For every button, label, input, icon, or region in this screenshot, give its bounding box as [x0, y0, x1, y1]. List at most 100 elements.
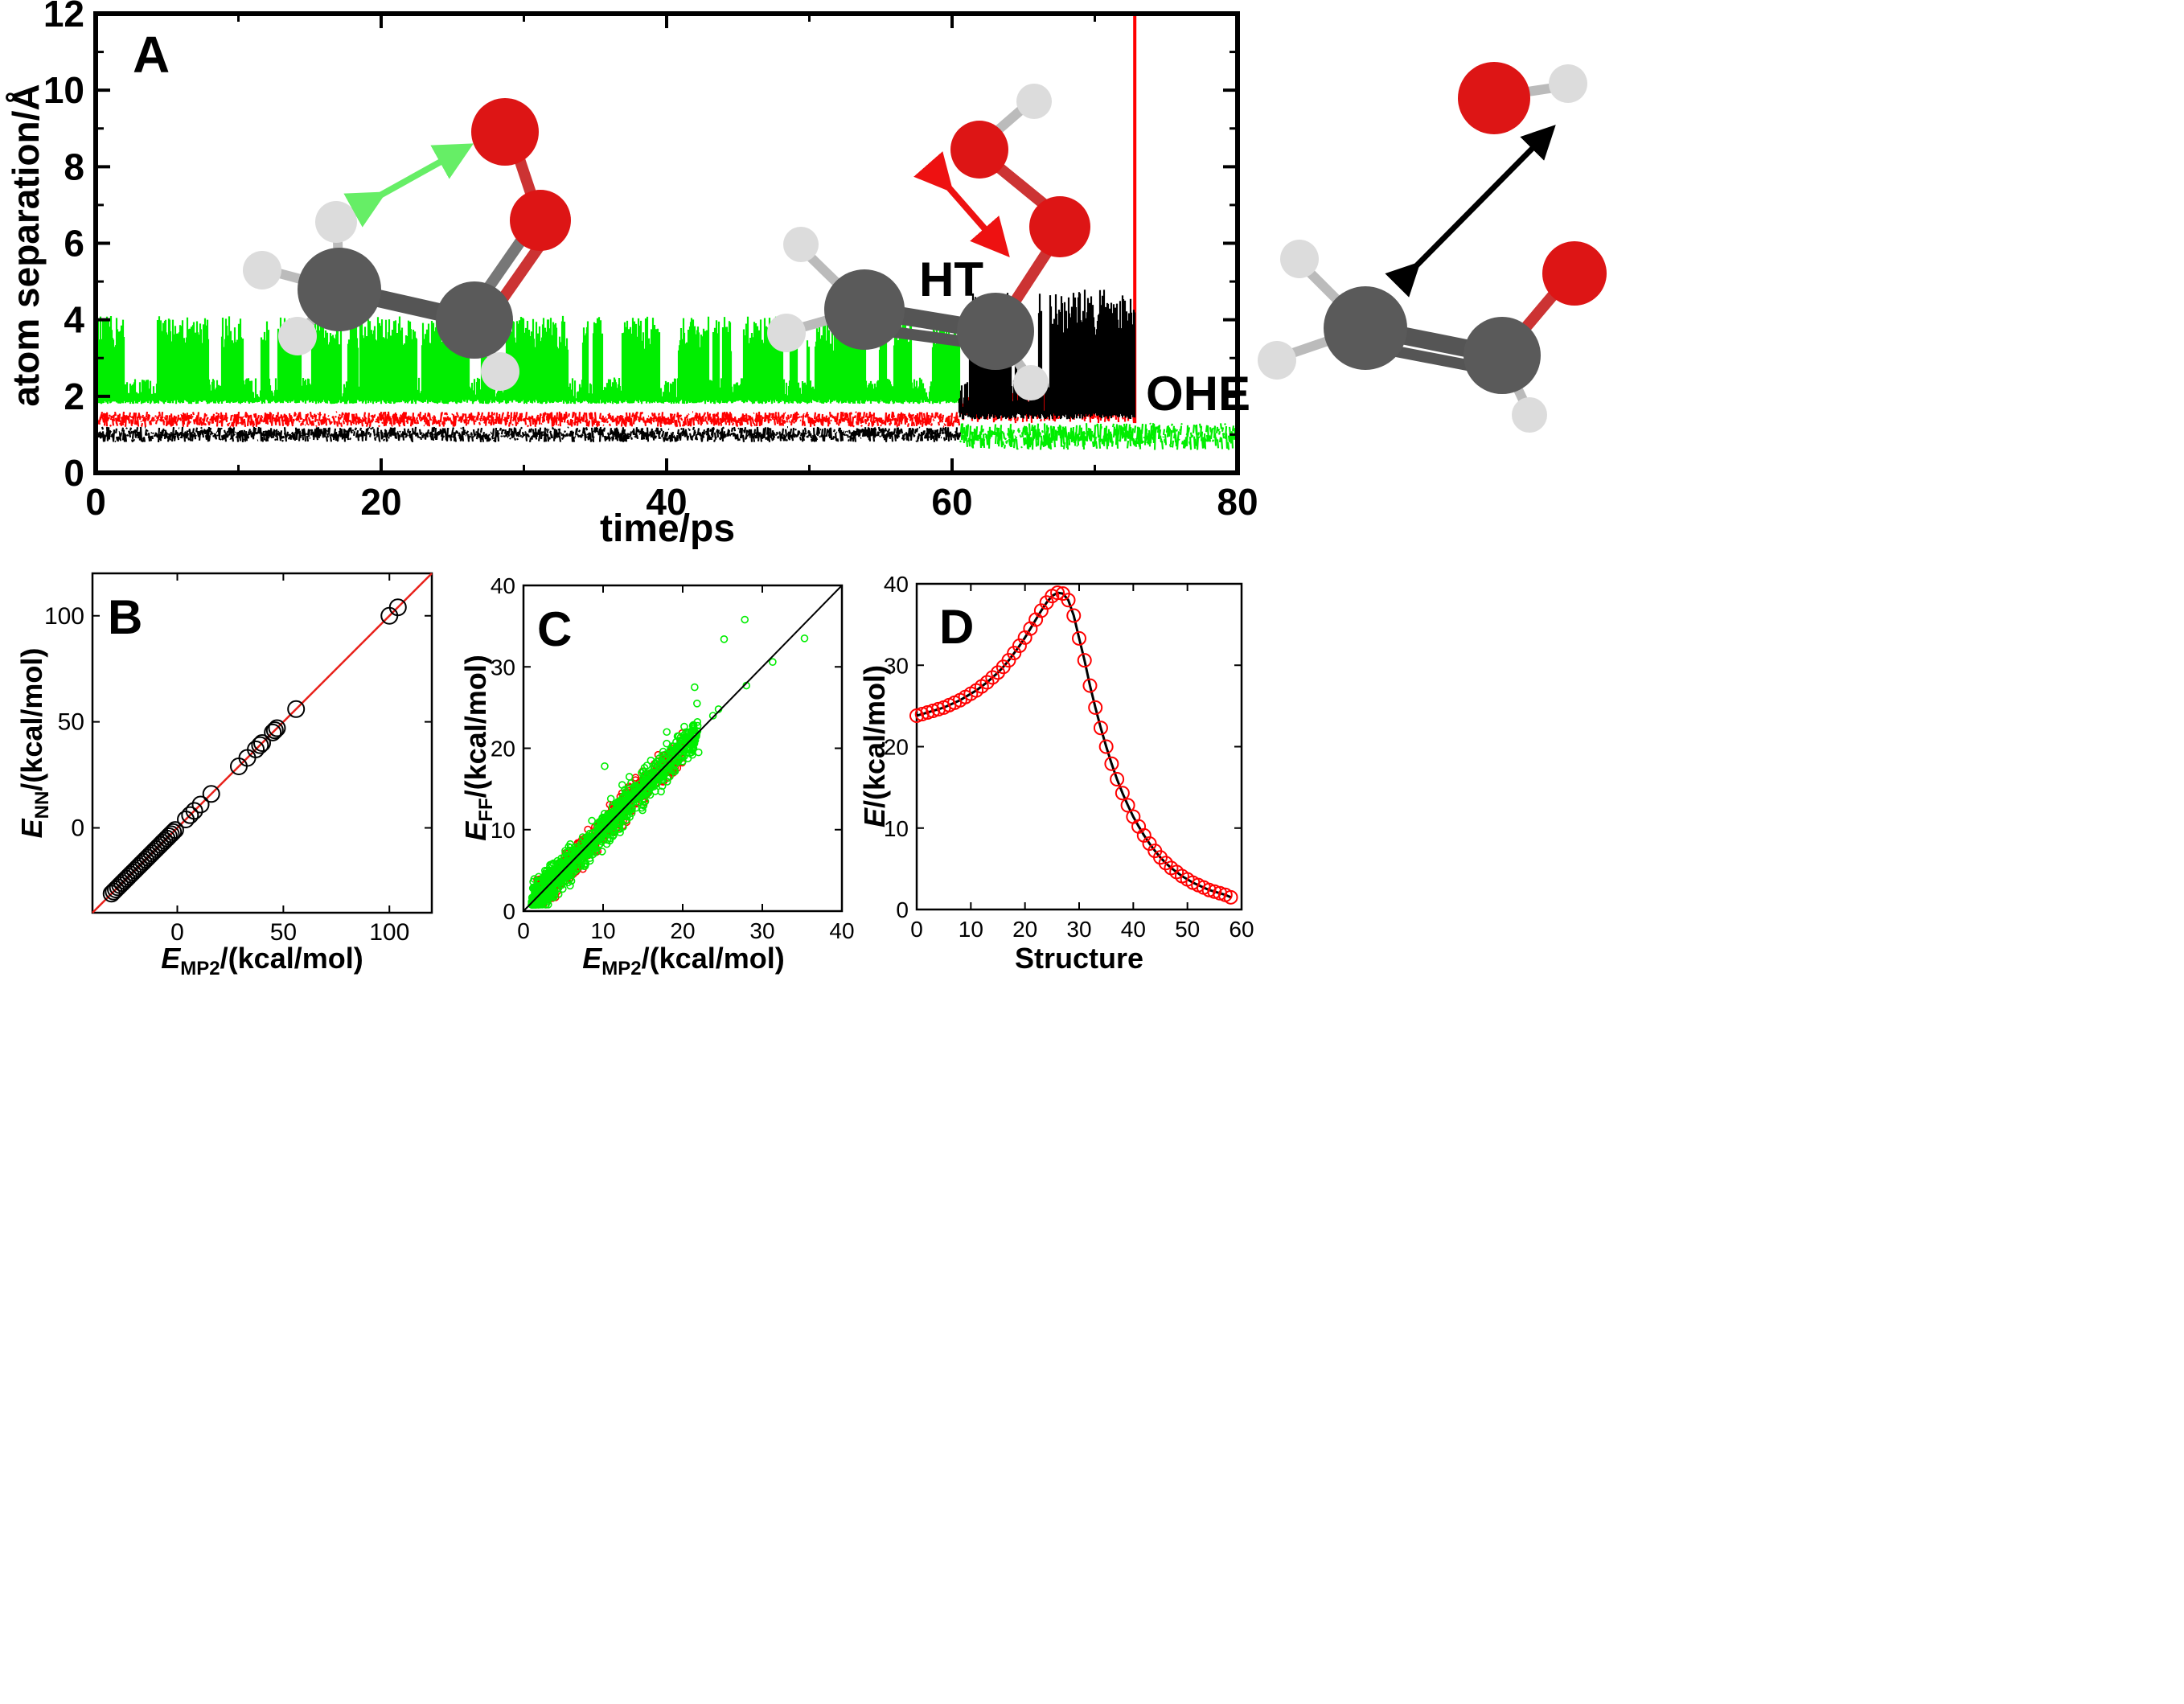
data-point-green [601, 762, 609, 770]
panel-d-letter: D [939, 600, 974, 654]
x-tick-label: 10 [590, 918, 615, 943]
y-tick-label: 8 [64, 146, 84, 187]
data-point [1088, 700, 1103, 715]
panel-d-xlabel: Structure [1015, 942, 1143, 975]
data-point-green [533, 886, 541, 895]
data-point-green [597, 817, 606, 826]
data-point [287, 700, 306, 718]
data-point-green [720, 635, 729, 643]
data-point-green [667, 746, 675, 755]
data-point-green [542, 873, 551, 881]
x-tick-label: 10 [959, 917, 983, 942]
data-point-green [641, 778, 649, 786]
panel-a-xlabel: time/ps [600, 507, 735, 550]
panel-d-ylabel-tail: /(kcal/mol) [858, 665, 891, 808]
annotation-ohe: OHE [1146, 367, 1250, 421]
x-tick-label: 60 [931, 481, 972, 523]
data-point [388, 598, 407, 617]
panel-b-ylabel: ENN/(kcal/mol) [15, 648, 53, 839]
data-point-green [629, 793, 638, 802]
data-point-green [529, 877, 537, 886]
data-point-green [688, 722, 697, 730]
panel-c-plot: 0 10 20 30 40 0 10 20 30 40 [491, 573, 855, 943]
data-point [166, 821, 184, 840]
x-tick-label: 20 [670, 918, 695, 943]
panel-c-xlabel-tail: /(kcal/mol) [642, 942, 785, 975]
data-point-green [549, 893, 558, 901]
data-point-green [544, 901, 552, 909]
panel-b-xlabel: EMP2/(kcal/mol) [161, 942, 363, 979]
data-point-green [675, 732, 683, 741]
panel-c-ylabel: EFF/(kcal/mol) [459, 655, 497, 840]
data-point-green [565, 871, 573, 880]
data-point-green [670, 766, 679, 774]
data-point-green [647, 756, 655, 765]
panel-d-ylabel: E/(kcal/mol) [858, 665, 891, 827]
data-point [1066, 608, 1082, 623]
y-tick-label: 0 [503, 899, 515, 924]
data-point-green [591, 848, 600, 856]
y-tick-label: 0 [896, 897, 909, 922]
data-point-green [693, 700, 701, 708]
data-point-green [691, 683, 699, 692]
panel-c-letter: C [537, 602, 572, 656]
data-point [1223, 889, 1238, 905]
data-point-green [614, 824, 622, 833]
data-point-green [618, 803, 627, 812]
panel-b-frame [91, 572, 433, 914]
data-point-green [619, 823, 627, 831]
data-point [909, 708, 924, 724]
panel-c-ylabel-tail: /(kcal/mol) [459, 655, 492, 798]
data-point-green [679, 753, 687, 762]
data-point-green [572, 864, 581, 873]
data-point-green [663, 728, 671, 737]
data-point-green [650, 762, 659, 771]
data-point-green [528, 901, 536, 909]
panel-c-ylabel-sub: FF [475, 798, 497, 821]
data-point-green [606, 795, 615, 803]
data-point [202, 785, 220, 803]
data-point-green [545, 880, 553, 888]
data-point [1061, 593, 1076, 608]
y-tick-label: 2 [64, 376, 84, 417]
data-point-green [557, 864, 566, 872]
data-point [164, 823, 183, 841]
x-tick-label: 30 [1066, 917, 1091, 942]
series-red-segment-0 [94, 411, 961, 428]
data-point-green [585, 854, 594, 862]
x-tick-label: 60 [1229, 917, 1254, 942]
fit-line [916, 591, 1232, 899]
data-point-green [645, 783, 654, 792]
data-point-green [694, 748, 703, 757]
y-tick-label: 50 [58, 709, 84, 736]
data-point [1001, 653, 1016, 668]
data-point [251, 736, 269, 754]
panel-d-ylabel-main: E [858, 807, 891, 827]
data-point-green [639, 802, 648, 810]
y-tick-label: 30 [491, 655, 515, 680]
y-tick-label: 20 [884, 735, 909, 760]
y-tick-label: 10 [491, 818, 515, 843]
data-point [920, 704, 935, 720]
data-point [1104, 756, 1119, 771]
data-point-green [639, 789, 648, 798]
data-point-green [528, 893, 536, 901]
data-point [159, 827, 178, 846]
data-point [181, 806, 199, 824]
data-point [253, 734, 271, 752]
data-point-green [658, 757, 667, 766]
panel-b-letter: B [108, 590, 142, 644]
data-point [1072, 630, 1086, 646]
data-point-green [541, 889, 549, 897]
y-tick-label: 30 [884, 653, 909, 678]
data-point-green [662, 750, 671, 758]
y-tick-label: 0 [64, 452, 84, 494]
data-point-green [609, 827, 618, 835]
data-point [1120, 798, 1135, 813]
x-tick-label: 50 [1175, 917, 1200, 942]
data-point-green [685, 749, 694, 758]
panel-c-xlabel: EMP2/(kcal/mol) [582, 942, 784, 979]
data-point [185, 802, 203, 820]
panel-d: 0 10 20 30 40 50 60 0 10 20 30 40 D Structure E/(kc… [858, 572, 1254, 975]
